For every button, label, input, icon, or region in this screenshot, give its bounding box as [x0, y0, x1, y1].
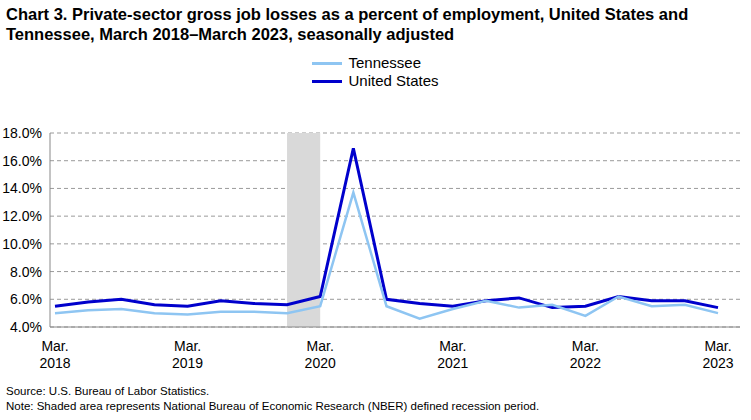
html-text:Source: U.S. Bureau of Labor S: Source: U.S. Bureau of Labor Statistics.	[6, 385, 210, 397]
svg-text:4.0%: 4.0%	[10, 319, 42, 335]
svg-text:Mar.2022: Mar.2022	[570, 338, 601, 371]
svg-text:12.0%: 12.0%	[8, 208, 42, 224]
svg-text:Mar.2018: Mar.2018	[39, 338, 70, 371]
svg-text:6.0%: 6.0%	[10, 291, 42, 307]
html-text:Tennessee: Tennessee	[348, 54, 421, 71]
svg-text:Mar.2021: Mar.2021	[437, 338, 468, 371]
svg-text:Mar.2019: Mar.2019	[172, 338, 203, 371]
svg-text:Mar.2020: Mar.2020	[305, 338, 336, 371]
html-text:United States: United States	[348, 72, 439, 89]
svg-text:14.0%: 14.0%	[8, 180, 42, 196]
svg-text:Mar.2023: Mar.2023	[702, 338, 733, 371]
html-text:Chart 3. Private-sector gross: Chart 3. Private-sector gross job losses…	[6, 5, 689, 43]
html-text:Note: Shaded area represents N: Note: Shaded area represents National Bu…	[6, 400, 540, 412]
svg-text:8.0%: 8.0%	[10, 264, 42, 280]
svg-text:16.0%: 16.0%	[8, 153, 42, 169]
svg-text:10.0%: 10.0%	[8, 236, 42, 252]
svg-text:18.0%: 18.0%	[8, 125, 42, 141]
